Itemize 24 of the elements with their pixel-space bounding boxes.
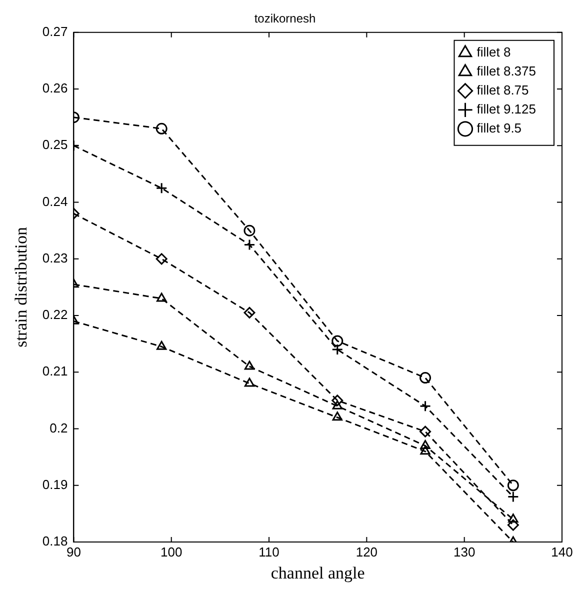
y-tick-label: 0.26 [42, 80, 68, 96]
y-tick-label: 0.18 [42, 534, 68, 549]
x-tick-label: 110 [258, 544, 280, 560]
x-tick-label: 120 [356, 544, 378, 560]
legend-label: fillet 8 [476, 44, 511, 60]
y-tick-label: 0.24 [42, 194, 68, 209]
y-tick-label: 0.22 [42, 307, 68, 322]
x-axis-title: channel angle [270, 563, 365, 582]
x-tick-label: 100 [160, 544, 182, 560]
legend-label: fillet 9.125 [476, 101, 536, 116]
y-tick-label: 0.27 [42, 24, 68, 39]
legend-label: fillet 9.5 [476, 120, 522, 136]
y-tick-label: 0.23 [42, 250, 68, 266]
x-tick-label: 90 [66, 544, 81, 560]
y-tick-label: 0.21 [42, 364, 68, 379]
y-axis-title: strain distribution [12, 226, 31, 348]
y-tick-label: 0.25 [42, 137, 68, 152]
legend-label: fillet 8.75 [476, 82, 529, 98]
y-tick-label: 0.19 [42, 476, 68, 492]
x-tick-label: 140 [551, 544, 573, 560]
chart-title: tozikornesh [254, 12, 316, 26]
y-tick-label: 0.2 [50, 420, 68, 436]
x-tick-label: 130 [453, 544, 476, 560]
legend-label: fillet 8.375 [476, 63, 536, 78]
